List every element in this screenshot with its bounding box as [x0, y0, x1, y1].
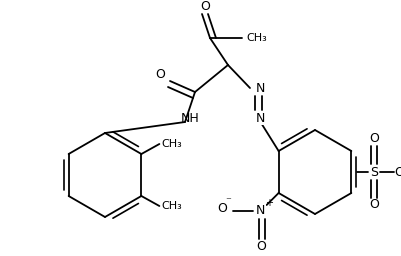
Text: O: O: [218, 202, 227, 216]
Text: CH₃: CH₃: [247, 33, 267, 43]
Text: OH: OH: [394, 165, 401, 178]
Text: NH: NH: [180, 112, 199, 124]
Text: ⁻: ⁻: [226, 196, 231, 206]
Text: N: N: [255, 81, 265, 94]
Text: O: O: [155, 68, 165, 80]
Text: O: O: [200, 1, 210, 14]
Text: N: N: [256, 205, 265, 218]
Text: O: O: [369, 133, 379, 145]
Text: S: S: [370, 165, 378, 178]
Text: +: +: [265, 198, 273, 208]
Text: CH₃: CH₃: [161, 201, 182, 211]
Text: O: O: [369, 198, 379, 211]
Text: N: N: [255, 112, 265, 124]
Text: CH₃: CH₃: [161, 139, 182, 149]
Text: O: O: [257, 240, 267, 253]
